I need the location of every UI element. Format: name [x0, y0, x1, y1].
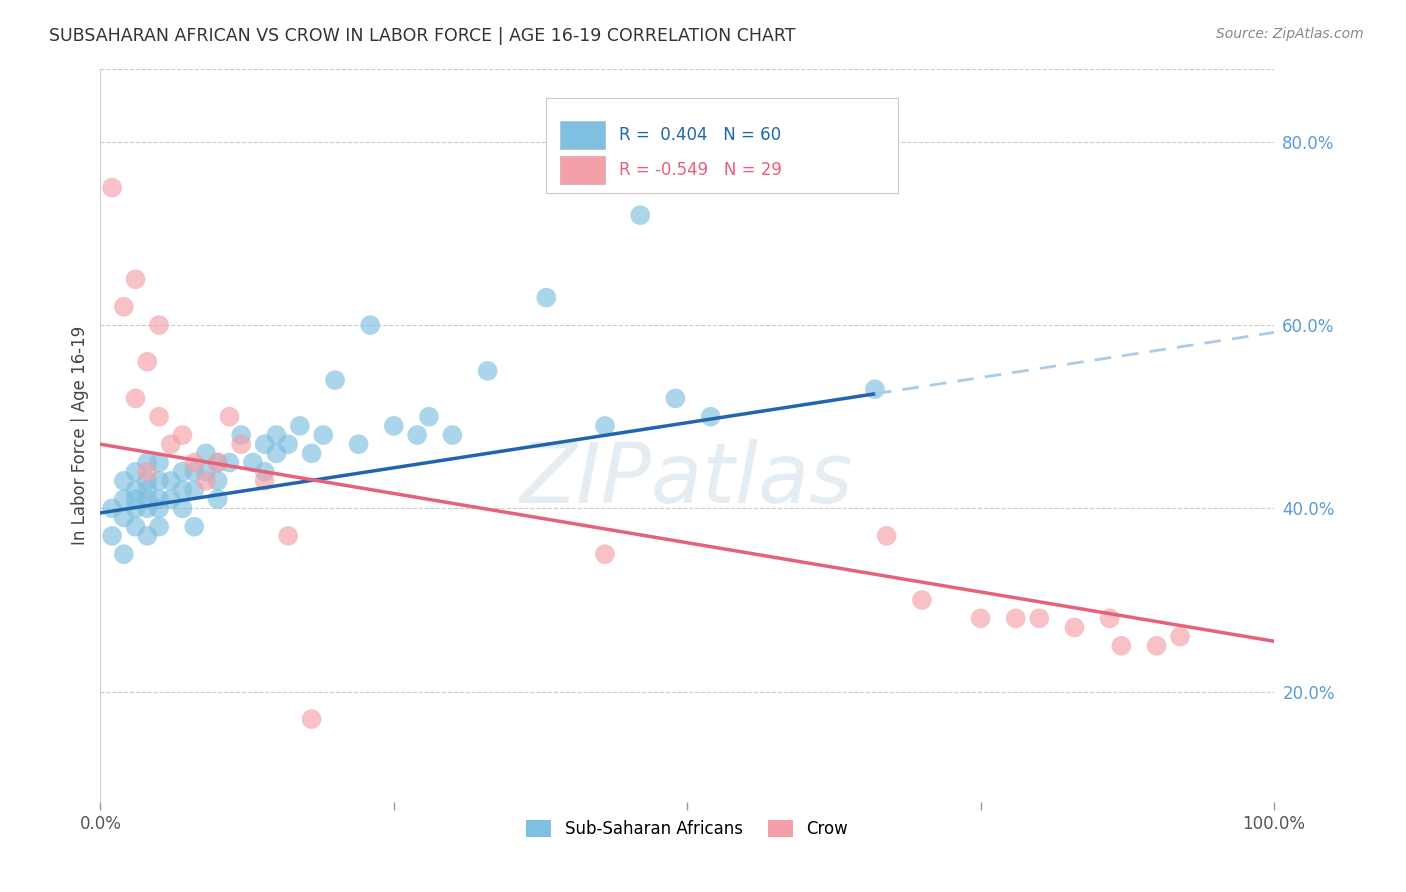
Point	[183, 483, 205, 497]
Point	[112, 300, 135, 314]
Point	[148, 456, 170, 470]
Point	[101, 501, 124, 516]
Point	[101, 180, 124, 194]
Text: R =  0.404   N = 60: R = 0.404 N = 60	[619, 127, 782, 145]
Point	[124, 519, 146, 533]
Point	[124, 272, 146, 286]
Point	[359, 318, 381, 332]
Point	[441, 428, 464, 442]
Point	[159, 437, 181, 451]
Point	[288, 418, 311, 433]
Point	[136, 456, 159, 470]
Point	[628, 208, 651, 222]
Point	[277, 437, 299, 451]
Point	[253, 474, 276, 488]
Point	[1111, 639, 1133, 653]
Point	[218, 409, 240, 424]
Point	[593, 547, 616, 561]
Point	[1146, 639, 1168, 653]
Point	[124, 465, 146, 479]
Point	[194, 474, 217, 488]
Point	[301, 712, 323, 726]
Text: R = -0.549   N = 29: R = -0.549 N = 29	[619, 161, 782, 179]
Point	[172, 501, 194, 516]
Point	[593, 418, 616, 433]
Point	[172, 465, 194, 479]
Point	[124, 483, 146, 497]
Point	[148, 519, 170, 533]
Point	[207, 456, 229, 470]
Point	[664, 392, 686, 406]
Point	[124, 392, 146, 406]
Point	[183, 519, 205, 533]
Point	[136, 465, 159, 479]
Point	[148, 409, 170, 424]
Point	[112, 492, 135, 507]
Point	[148, 501, 170, 516]
Point	[172, 483, 194, 497]
Point	[124, 501, 146, 516]
Point	[124, 492, 146, 507]
Point	[312, 428, 335, 442]
Point	[136, 492, 159, 507]
Point	[183, 456, 205, 470]
Point	[253, 465, 276, 479]
Point	[231, 428, 253, 442]
FancyBboxPatch shape	[561, 156, 605, 185]
Point	[207, 492, 229, 507]
Point	[172, 428, 194, 442]
Point	[863, 382, 886, 396]
Y-axis label: In Labor Force | Age 16-19: In Labor Force | Age 16-19	[72, 326, 89, 545]
Point	[911, 593, 934, 607]
Point	[301, 446, 323, 460]
Point	[148, 474, 170, 488]
Point	[112, 547, 135, 561]
Point	[277, 529, 299, 543]
Point	[1168, 630, 1191, 644]
Point	[477, 364, 499, 378]
Point	[148, 318, 170, 332]
Point	[194, 446, 217, 460]
Point	[136, 483, 159, 497]
Point	[323, 373, 346, 387]
Text: SUBSAHARAN AFRICAN VS CROW IN LABOR FORCE | AGE 16-19 CORRELATION CHART: SUBSAHARAN AFRICAN VS CROW IN LABOR FORC…	[49, 27, 796, 45]
Point	[136, 501, 159, 516]
Point	[406, 428, 429, 442]
FancyBboxPatch shape	[547, 98, 898, 194]
Point	[382, 418, 405, 433]
Point	[231, 437, 253, 451]
Point	[266, 428, 288, 442]
Point	[207, 474, 229, 488]
Point	[136, 474, 159, 488]
Point	[207, 456, 229, 470]
Point	[266, 446, 288, 460]
Point	[136, 355, 159, 369]
Legend: Sub-Saharan Africans, Crow: Sub-Saharan Africans, Crow	[520, 813, 855, 845]
Point	[112, 510, 135, 524]
Point	[159, 474, 181, 488]
Text: ZIPatlas: ZIPatlas	[520, 439, 853, 519]
Point	[101, 529, 124, 543]
Text: Source: ZipAtlas.com: Source: ZipAtlas.com	[1216, 27, 1364, 41]
Point	[218, 456, 240, 470]
Point	[969, 611, 991, 625]
Point	[699, 409, 721, 424]
Point	[253, 437, 276, 451]
Point	[194, 465, 217, 479]
Point	[183, 465, 205, 479]
Point	[1028, 611, 1050, 625]
Point	[1098, 611, 1121, 625]
Point	[347, 437, 370, 451]
Point	[159, 492, 181, 507]
Point	[148, 492, 170, 507]
Point	[876, 529, 898, 543]
Point	[1063, 620, 1085, 634]
Point	[536, 291, 558, 305]
Point	[112, 474, 135, 488]
Point	[418, 409, 440, 424]
Point	[242, 456, 264, 470]
FancyBboxPatch shape	[561, 121, 605, 149]
Point	[1004, 611, 1026, 625]
Point	[136, 529, 159, 543]
